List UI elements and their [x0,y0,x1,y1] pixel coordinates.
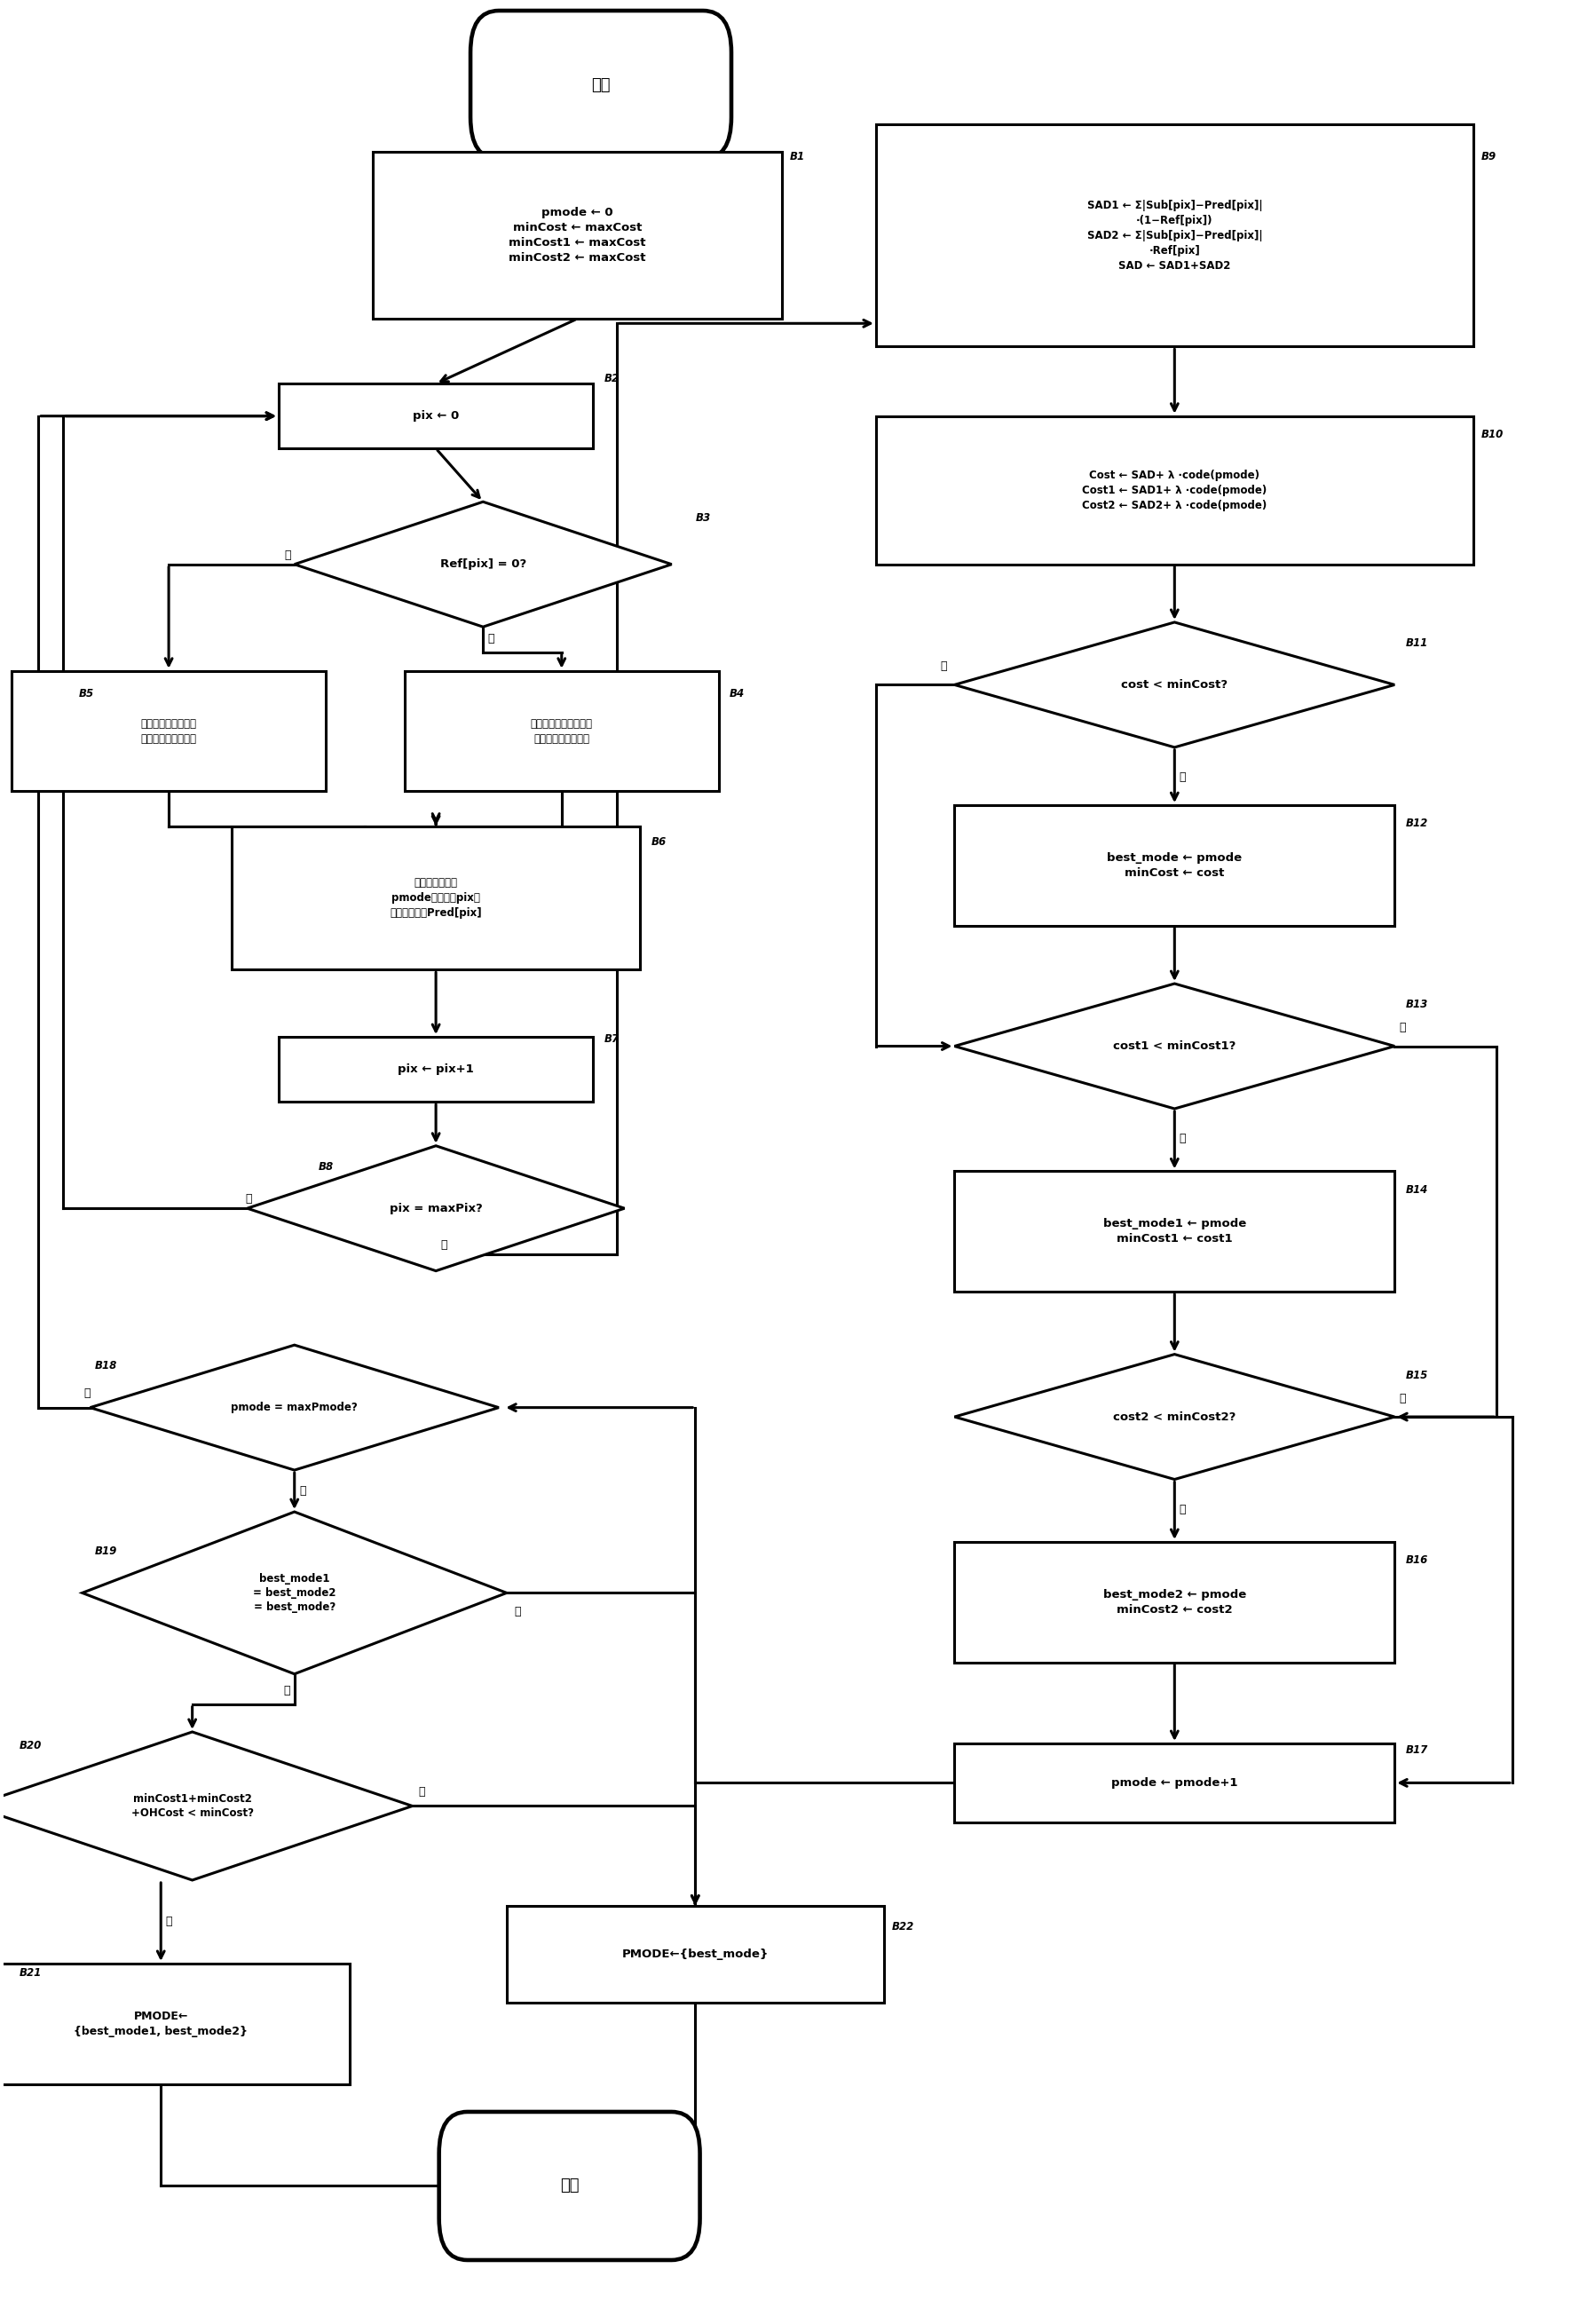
Text: B15: B15 [1405,1369,1427,1380]
FancyBboxPatch shape [373,151,782,318]
Text: pmode ← 0
minCost ← maxCost
minCost1 ← maxCost
minCost2 ← maxCost: pmode ← 0 minCost ← maxCost minCost1 ← m… [508,207,646,263]
Text: B18: B18 [95,1360,117,1371]
Text: 求取在预测模式
pmode下的像素pix的
预测値并作为Pred[pix]: 求取在预测模式 pmode下的像素pix的 预测値并作为Pred[pix] [390,876,482,918]
Text: B8: B8 [317,1162,333,1171]
FancyBboxPatch shape [439,2113,699,2259]
Text: pmode ← pmode+1: pmode ← pmode+1 [1112,1778,1238,1789]
FancyBboxPatch shape [404,672,718,792]
FancyBboxPatch shape [0,1964,349,2085]
Text: 否: 否 [84,1387,90,1399]
Polygon shape [90,1346,499,1471]
Text: B2: B2 [605,374,619,386]
Text: B21: B21 [19,1966,41,1978]
Text: 将解码差分图像存储
器设定为参照缓冲器: 将解码差分图像存储 器设定为参照缓冲器 [141,718,197,744]
Text: 是: 是 [298,1485,306,1497]
Text: 否: 否 [1399,1392,1405,1404]
Text: 结束: 结束 [561,2178,579,2194]
Text: 是: 是 [1180,1504,1186,1515]
FancyBboxPatch shape [955,1743,1394,1822]
Text: B13: B13 [1405,999,1427,1011]
Text: B9: B9 [1481,151,1497,163]
Text: 是: 是 [515,1606,521,1618]
Text: 是: 是 [1180,1134,1186,1146]
Text: Ref[pix] = 0?: Ref[pix] = 0? [441,558,526,569]
Polygon shape [82,1513,507,1673]
Text: 否: 否 [940,660,947,672]
Text: best_mode1
= best_mode2
= best_mode?: best_mode1 = best_mode2 = best_mode? [253,1573,336,1613]
Polygon shape [955,623,1394,748]
Text: SAD1 ← Σ|Sub[pix]−Pred[pix]|
·(1−Ref[pix])
SAD2 ← Σ|Sub[pix]−Pred[pix]|
·Ref[pix: SAD1 ← Σ|Sub[pix]−Pred[pix]| ·(1−Ref[pix… [1086,200,1262,272]
FancyBboxPatch shape [507,1906,884,2003]
Text: cost < minCost?: cost < minCost? [1121,679,1228,690]
Text: PMODE←
{best_mode1, best_mode2}: PMODE← {best_mode1, best_mode2} [74,2010,248,2038]
Polygon shape [248,1146,624,1271]
Text: best_mode ← pmode
minCost ← cost: best_mode ← pmode minCost ← cost [1107,853,1243,878]
Text: pmode = maxPmode?: pmode = maxPmode? [231,1401,358,1413]
FancyBboxPatch shape [955,804,1394,925]
Text: B4: B4 [729,688,745,700]
Text: B16: B16 [1405,1555,1427,1566]
Text: best_mode2 ← pmode
minCost2 ← cost2: best_mode2 ← pmode minCost2 ← cost2 [1104,1590,1246,1615]
Text: 是: 是 [1180,772,1186,783]
Text: B5: B5 [79,688,95,700]
FancyBboxPatch shape [955,1541,1394,1662]
FancyBboxPatch shape [471,12,731,158]
FancyBboxPatch shape [279,383,594,449]
Text: 否: 否 [283,1685,289,1697]
Polygon shape [955,983,1394,1109]
Text: B3: B3 [695,511,711,523]
Text: cost2 < minCost2?: cost2 < minCost2? [1113,1411,1236,1422]
Text: minCost1+minCost2
+OHCost < minCost?: minCost1+minCost2 +OHCost < minCost? [131,1794,254,1820]
Text: 开始: 开始 [592,77,611,93]
Text: Cost ← SAD+ λ ·code(pmode)
Cost1 ← SAD1+ λ ·code(pmode)
Cost2 ← SAD2+ λ ·code(pm: Cost ← SAD+ λ ·code(pmode) Cost1 ← SAD1+… [1082,469,1266,511]
Text: B20: B20 [19,1741,41,1752]
FancyBboxPatch shape [232,825,639,969]
Text: 是: 是 [166,1915,172,1927]
Text: 否: 否 [1399,1023,1405,1034]
Text: B6: B6 [651,837,666,848]
Text: 否: 否 [284,548,291,560]
Text: B11: B11 [1405,637,1427,648]
Text: pix ← pix+1: pix ← pix+1 [398,1064,474,1076]
Polygon shape [955,1355,1394,1480]
Text: best_mode1 ← pmode
minCost1 ← cost1: best_mode1 ← pmode minCost1 ← cost1 [1104,1218,1246,1246]
Text: pix = maxPix?: pix = maxPix? [390,1202,482,1213]
FancyBboxPatch shape [876,416,1473,565]
Text: B7: B7 [605,1034,619,1046]
Text: 是: 是 [441,1239,447,1250]
Text: B22: B22 [892,1920,914,1931]
Polygon shape [294,502,671,627]
Text: 是: 是 [488,632,494,644]
Text: B12: B12 [1405,818,1427,830]
Text: PMODE←{best_mode}: PMODE←{best_mode} [622,1948,769,1959]
Text: 否: 否 [245,1192,253,1204]
Polygon shape [0,1731,412,1880]
Text: 将解码摄影机图像存储
器设定为参照缓冲器: 将解码摄影机图像存储 器设定为参照缓冲器 [531,718,592,744]
FancyBboxPatch shape [11,672,325,792]
Text: B19: B19 [95,1545,117,1557]
Text: B14: B14 [1405,1183,1427,1195]
Text: 否: 否 [418,1787,425,1799]
FancyBboxPatch shape [876,123,1473,346]
Text: cost1 < minCost1?: cost1 < minCost1? [1113,1041,1236,1053]
Text: B10: B10 [1481,430,1503,439]
Text: pix ← 0: pix ← 0 [412,411,459,423]
Text: B1: B1 [790,151,805,163]
FancyBboxPatch shape [955,1171,1394,1292]
FancyBboxPatch shape [279,1037,594,1102]
Text: B17: B17 [1405,1745,1427,1757]
